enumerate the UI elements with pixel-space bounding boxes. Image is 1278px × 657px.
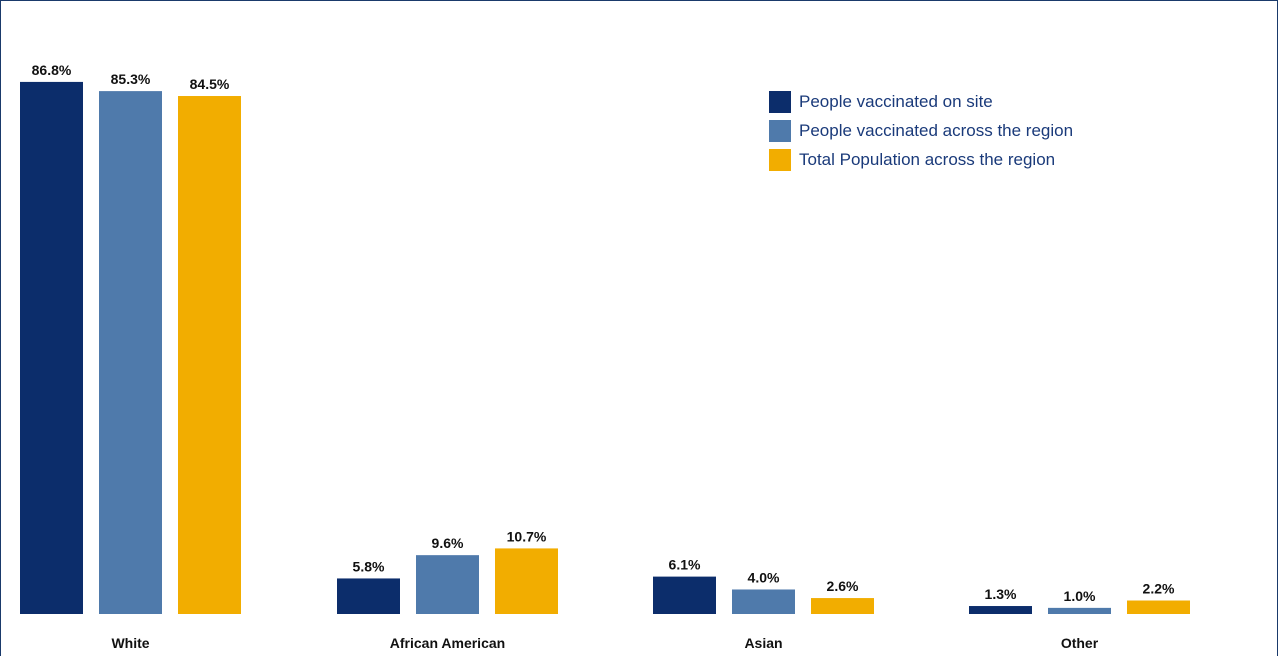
category-label-white: White (111, 635, 149, 651)
legend-item-on-site: People vaccinated on site (769, 87, 1073, 116)
legend-swatch-on-site (769, 90, 791, 113)
data-label-african-american-series-2: 9.6% (432, 535, 464, 551)
legend-label-population: Total Population across the region (799, 149, 1056, 169)
bar-white-series-3 (178, 96, 241, 614)
category-label-other: Other (1061, 635, 1099, 651)
category-label-asian: Asian (744, 635, 782, 651)
bar-african-american-series-2 (416, 555, 479, 614)
chart-legend: People vaccinated on site People vaccina… (769, 87, 1073, 174)
data-label-white-series-1: 86.8% (32, 62, 72, 78)
bar-other-series-1 (969, 606, 1032, 614)
data-label-white-series-2: 85.3% (111, 71, 151, 87)
data-label-asian-series-2: 4.0% (748, 569, 780, 585)
data-label-african-american-series-3: 10.7% (507, 528, 547, 544)
data-label-other-series-2: 1.0% (1064, 588, 1096, 604)
legend-label-region: People vaccinated across the region (799, 120, 1074, 140)
data-label-other-series-1: 1.3% (985, 586, 1017, 602)
data-label-other-series-3: 2.2% (1143, 581, 1175, 597)
data-label-asian-series-3: 2.6% (827, 578, 859, 594)
bar-asian-series-1 (653, 576, 716, 614)
legend-label-on-site: People vaccinated on site (799, 91, 993, 111)
bar-african-american-series-1 (337, 578, 400, 614)
legend-item-region: People vaccinated across the region (769, 116, 1073, 145)
data-label-white-series-3: 84.5% (190, 76, 230, 92)
bar-other-series-3 (1127, 600, 1190, 614)
bar-other-series-2 (1048, 607, 1111, 614)
bar-white-series-2 (99, 91, 162, 614)
legend-item-population: Total Population across the region (769, 145, 1073, 174)
legend-swatch-region (769, 119, 791, 142)
data-label-african-american-series-1: 5.8% (353, 558, 385, 574)
category-label-african-american: African American (390, 635, 505, 651)
data-label-asian-series-1: 6.1% (669, 557, 701, 573)
bar-african-american-series-3 (495, 548, 558, 614)
bar-white-series-1 (20, 81, 83, 614)
bar-asian-series-2 (732, 589, 795, 614)
bar-asian-series-3 (811, 598, 874, 614)
legend-swatch-population (769, 148, 791, 171)
